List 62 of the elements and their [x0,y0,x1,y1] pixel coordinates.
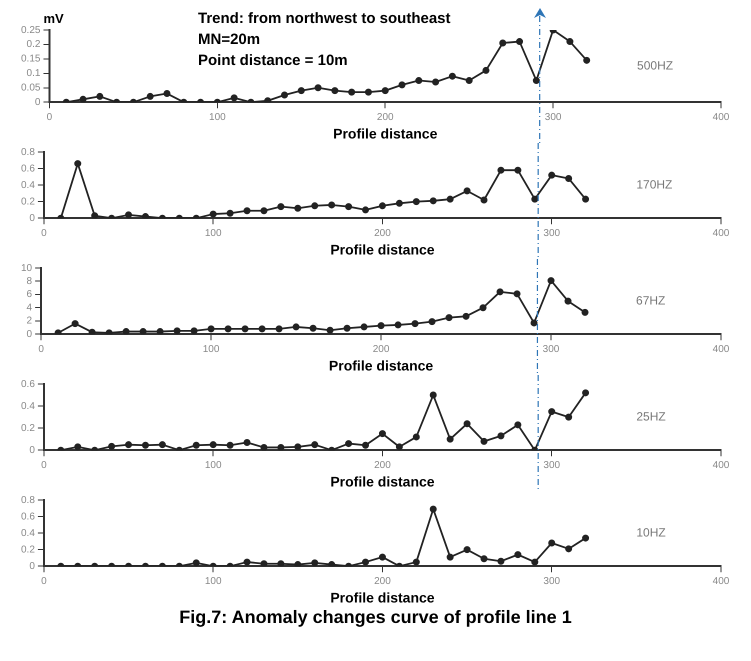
y-tick-label: 0 [26,328,33,340]
y-tick-label: 10 [21,262,33,274]
x-tick-label: 300 [543,576,561,587]
y-tick-label: 0.25 [20,24,41,36]
y-tick-label: 0.8 [20,146,36,158]
x-tick-label: 400 [712,576,730,587]
annotation: 10HZ [636,525,666,540]
y-axis-title: mV [43,11,64,26]
x-tick-label: 300 [543,460,561,471]
y-tick-label: 0.05 [20,82,41,94]
y-tick-label: 0.6 [20,163,36,174]
x-tick-label: 400 [712,344,730,355]
x-tick-label: 400 [712,228,730,239]
y-tick-label: 6 [26,289,33,300]
y-tick-label: 0.1 [26,68,41,80]
x-tick-label: 300 [544,112,562,123]
x-axis-title: Profile distance [330,473,435,490]
x-tick-label: 200 [374,576,392,587]
x-tick-label: 300 [542,344,560,355]
y-tick-label: 0 [29,212,36,224]
y-tick-label: 0.2 [20,196,36,208]
x-tick-label: 200 [376,112,394,123]
y-tick-label: 0.2 [20,544,36,556]
caption: Fig.7: Anomaly changes curve of profile line 1 [178,607,573,628]
annotation: 170HZ [636,177,672,192]
y-tick-label: 0 [29,560,36,572]
y-tick-label: 0 [34,96,41,108]
annotation: 500HZ [637,58,674,72]
x-axis-title: Profile distance [333,125,438,142]
x-tick-label: 400 [712,112,730,123]
y-tick-label: 8 [26,276,33,287]
x-tick-label: 100 [204,228,222,239]
y-tick-label: 0.4 [20,180,36,191]
y-tick-label: 0.2 [26,39,41,50]
y-tick-label: 2 [26,316,33,327]
y-tick-label: 0.6 [20,511,36,522]
x-axis-title: Profile distance [330,241,435,258]
x-tick-label: 100 [204,460,222,471]
x-tick-label: 200 [372,344,390,355]
text: Trend: from northwest to southeast [198,9,451,29]
x-tick-label: 100 [204,576,222,587]
x-tick-label: 400 [712,460,730,471]
y-tick-label: 0.8 [20,494,36,506]
y-tick-label: 0.15 [20,54,41,65]
x-axis-title: Profile distance [330,589,435,606]
y-tick-label: 0.6 [20,378,36,390]
y-tick-label: 0.4 [20,528,36,539]
x-tick-label: 300 [543,228,561,239]
annotation: 67HZ [636,293,666,308]
annotation: 25HZ [636,409,666,424]
x-tick-label: 100 [202,344,220,355]
x-tick-label: 100 [209,112,226,123]
y-tick-label: 4 [26,302,33,314]
annotation: Point distance = 10m [198,51,349,71]
x-tick-label: 0 [46,112,53,123]
y-tick-label: 0 [29,444,36,456]
annotation: MN=20m [198,30,262,50]
x-tick-label: 200 [374,460,392,471]
y-tick-label: 0.2 [20,422,36,434]
y-tick-label: 0.4 [20,400,36,412]
x-tick-label: 200 [374,228,392,239]
x-axis-title: Profile distance [328,357,434,374]
